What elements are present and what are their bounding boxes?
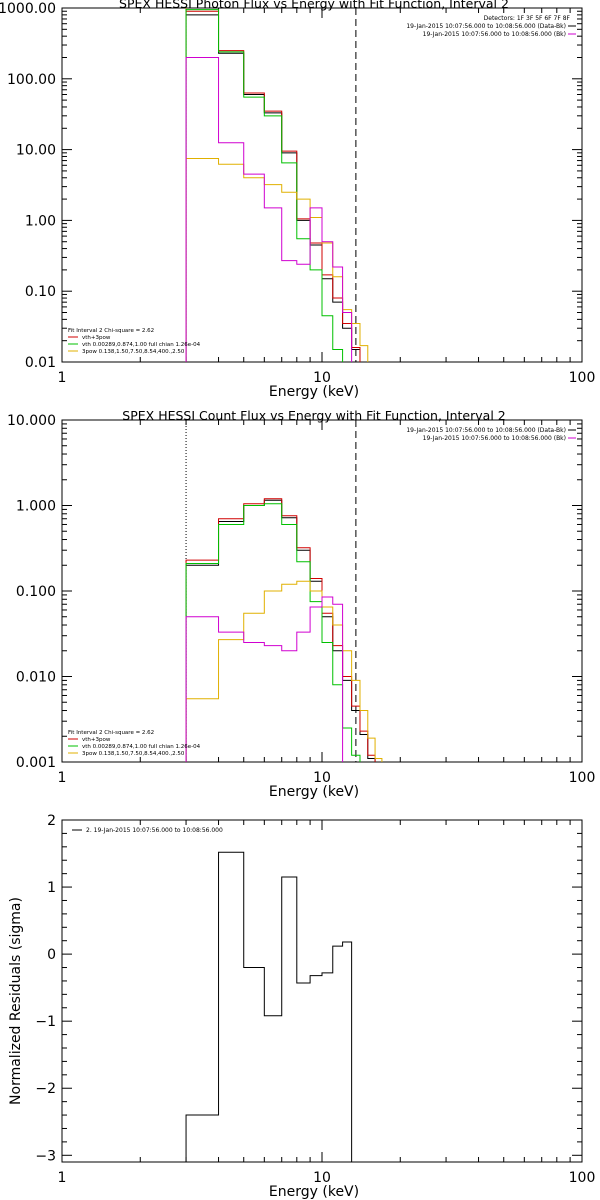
chart-title: SPEX HESSI Photon Flux vs Energy with Fi… [119, 0, 509, 11]
y-tick-label: 100.00 [7, 72, 56, 88]
y-tick-label: 0 [47, 947, 56, 963]
series-4-histogram [185, 580, 383, 762]
plot-frame [61, 819, 583, 1163]
legend-entry: Fit Interval 2 Chi-square = 2.62 [68, 730, 154, 736]
legend-top-right: 2. 19-Jan-2015 10:07:56.000 to 10:08:56.… [72, 827, 223, 834]
y-tick-label: 1.00 [25, 213, 56, 229]
y-tick-label: 1 [47, 880, 56, 896]
series-4-histogram [185, 157, 369, 362]
x-tick-label: 1 [58, 370, 67, 386]
legend-entry: 3pow 0.138,1.50,7.50,8.54,400.,2.50 [82, 751, 185, 757]
x-axis-label: Energy (keV) [269, 784, 359, 800]
y-tick-label: −1 [35, 1014, 56, 1030]
x-tick-label: 1 [58, 770, 67, 786]
y-tick-label: 10.00 [16, 143, 56, 159]
x-tick-label: 100 [569, 770, 596, 786]
legend-top-right: Detectors: 1F 3F 5F 6F 7F 8F19-Jan-2015 … [406, 15, 576, 38]
series-2-histogram [185, 498, 376, 762]
series-1-histogram [185, 499, 376, 762]
y-tick-label: 0.100 [16, 584, 56, 600]
legend-entry: 19-Jan-2015 10:07:56.000 to 10:08:56.000… [406, 23, 566, 30]
legend-entry: Detectors: 1F 3F 5F 6F 7F 8F [484, 15, 571, 22]
y-minor-ticks [62, 423, 582, 737]
x-tick-label: 1 [58, 1170, 67, 1186]
chart-panel-1: SPEX HESSI Photon Flux vs Energy with Fi… [0, 0, 595, 400]
legend-entry: Fit Interval 2 Chi-square = 2.62 [68, 328, 154, 334]
x-tick-label: 100 [569, 370, 596, 386]
legend-entry: 2. 19-Jan-2015 10:07:56.000 to 10:08:56.… [86, 827, 223, 834]
x-axis-label: Energy (keV) [269, 384, 359, 400]
legend-entry: 19-Jan-2015 10:07:56.000 to 10:08:56.000… [423, 31, 566, 38]
y-tick-label: 10.000 [7, 413, 56, 429]
legend-entry: vth+3pow [82, 335, 111, 341]
y-tick-label: 1000.00 [0, 1, 56, 17]
x-minor-ticks [139, 8, 571, 362]
series-5-histogram [185, 56, 353, 362]
y-tick-label: −2 [35, 1081, 56, 1097]
x-tick-label: 10 [313, 1170, 331, 1186]
series-3-histogram [185, 9, 353, 362]
legend-entry: vth 0.00289,0.874,1.00 full chian 1.26e-… [82, 342, 201, 348]
legend-entry: 19-Jan-2015 10:07:56.000 to 10:08:56.000… [406, 427, 566, 434]
x-tick-label: 10 [313, 770, 331, 786]
legend-bottom-left: Fit Interval 2 Chi-square = 2.62vth+3pow… [68, 328, 201, 355]
legend-bottom-left: Fit Interval 2 Chi-square = 2.62vth+3pow… [68, 730, 201, 757]
legend-entry: vth 0.00289,0.874,1.00 full chian 1.26e-… [82, 744, 201, 750]
y-tick-label: 0.010 [16, 670, 56, 686]
chart-panel-2: SPEX HESSI Count Flux vs Energy with Fit… [7, 408, 595, 800]
y-tick-label: 2 [47, 813, 56, 829]
legend-entry: 19-Jan-2015 10:07:56.000 to 10:08:56.000… [423, 435, 566, 442]
x-tick-label: 10 [313, 370, 331, 386]
y-tick-label: 0.10 [25, 284, 56, 300]
y-minor-ticks [62, 832, 582, 1143]
series-5-histogram [185, 596, 344, 762]
legend-top-right: 19-Jan-2015 10:07:56.000 to 10:08:56.000… [406, 427, 576, 442]
y-tick-label: 0.01 [25, 355, 56, 371]
y-axis-label: Normalized Residuals (sigma) [8, 897, 24, 1105]
series-1-histogram [185, 14, 361, 362]
x-axis-label: Energy (keV) [269, 1184, 359, 1200]
x-tick-label: 100 [569, 1170, 596, 1186]
x-minor-ticks [139, 820, 571, 1162]
y-tick-label: −3 [35, 1148, 56, 1164]
y-tick-label: 0.001 [16, 755, 56, 771]
chart-title: SPEX HESSI Count Flux vs Energy with Fit… [122, 408, 505, 423]
y-minor-ticks [62, 10, 582, 342]
y-tick-label: 1.000 [16, 499, 56, 515]
legend-entry: 3pow 0.138,1.50,7.50,8.54,400.,2.50 [82, 349, 185, 355]
chart-panel-3: 1 10 100 −3 −2 −1 0 1 2 Energy (keV) Normalized Re… [8, 813, 595, 1200]
series-1-histogram [185, 851, 353, 1162]
series-3-histogram [185, 503, 361, 762]
series-2-histogram [185, 10, 361, 362]
legend-entry: vth+3pow [82, 737, 111, 743]
